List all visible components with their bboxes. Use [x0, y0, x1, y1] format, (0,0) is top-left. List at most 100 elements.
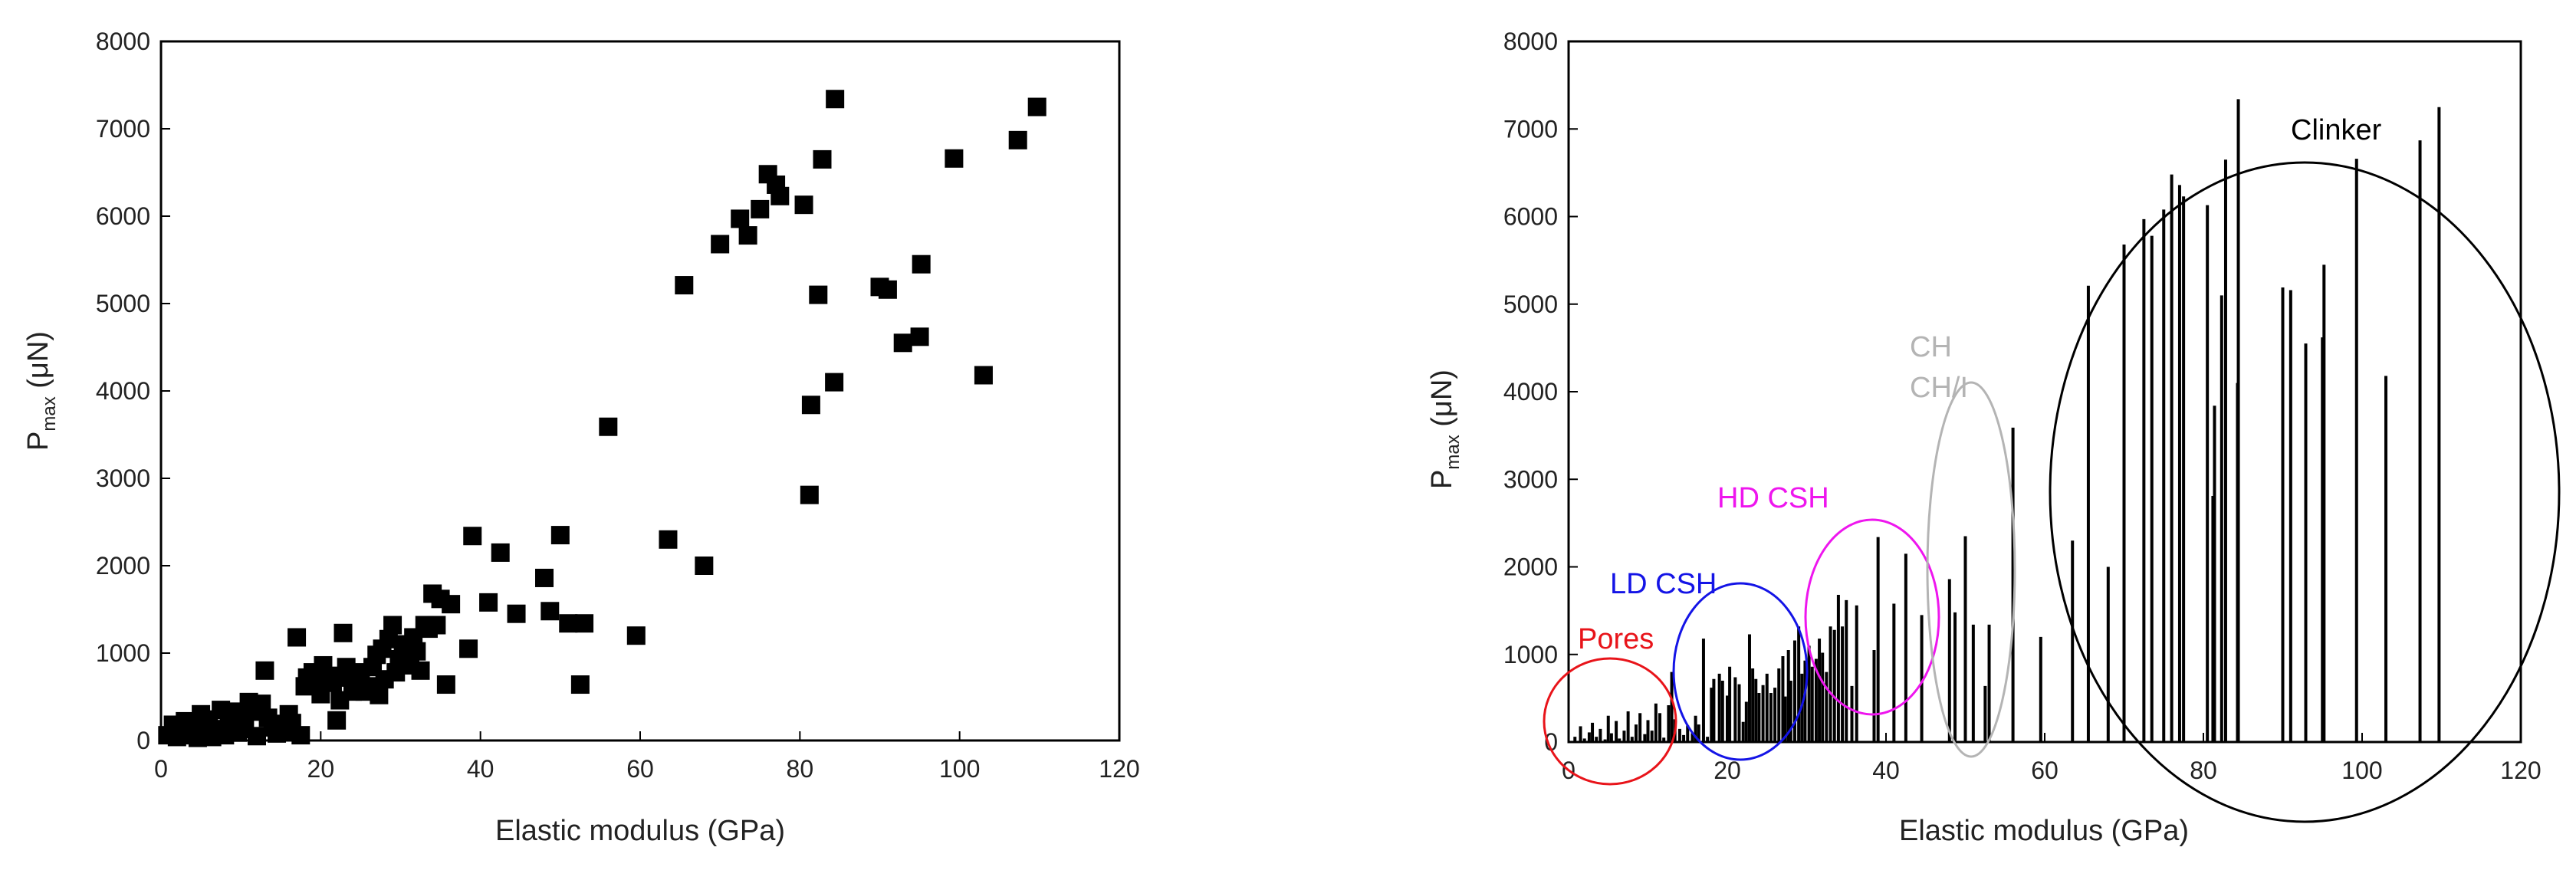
- pores-ellipse: [1543, 657, 1677, 786]
- x-axis-ticks: 0 20 40 60 80 100 120: [154, 731, 1140, 783]
- scatter-point: [800, 485, 819, 504]
- pores-label: Pores: [1578, 623, 1654, 655]
- y-axis-label: Pmax (μN): [1426, 369, 1464, 489]
- scatter-point: [825, 373, 844, 392]
- scatter-point: [751, 199, 770, 218]
- scatter-markers: [158, 90, 1046, 747]
- y-tick-label: 1000: [1503, 641, 1558, 668]
- y-axis-ticks: 0 1000 2000 3000 4000 5000 6000 7000 8000: [96, 28, 170, 754]
- y-tick-label: 2000: [96, 552, 150, 580]
- scatter-point: [770, 186, 790, 205]
- y-axis-label-unit: (μN): [1426, 369, 1458, 435]
- scatter-point: [626, 626, 646, 645]
- y-tick-label: 4000: [96, 377, 150, 405]
- y-axis-label-unit: (μN): [22, 331, 54, 396]
- scatter-point: [411, 661, 430, 680]
- x-tick-label: 100: [939, 755, 980, 783]
- scatter-point: [550, 526, 570, 545]
- scatter-point: [738, 226, 757, 245]
- y-tick-label: 6000: [96, 202, 150, 230]
- scatter-point: [945, 149, 964, 168]
- scatter-point: [575, 614, 594, 633]
- y-tick-label: 4000: [1503, 378, 1558, 406]
- scatter-point: [809, 285, 828, 304]
- ld-csh-ellipse: [1672, 582, 1809, 761]
- scatter-point: [327, 711, 347, 730]
- y-tick-label: 8000: [1503, 28, 1558, 55]
- y-axis-label-subscript: max: [1443, 435, 1464, 469]
- y-tick-label: 5000: [1503, 291, 1558, 318]
- scatter-point: [659, 530, 678, 549]
- y-axis-label-subscript: max: [39, 396, 60, 431]
- hd-csh-ellipse: [1804, 518, 1940, 716]
- scatter-point: [801, 396, 820, 415]
- clinker-label: Clinker: [2291, 114, 2382, 146]
- x-tick-label: 120: [1099, 755, 1139, 783]
- x-tick-label: 60: [626, 755, 654, 783]
- x-tick-label: 60: [2031, 757, 2058, 784]
- x-tick-label: 20: [1714, 757, 1741, 784]
- ch-label: CH: [1910, 331, 1952, 363]
- scatter-point: [912, 254, 931, 274]
- scatter-point: [323, 673, 342, 692]
- scatter-point: [463, 527, 482, 546]
- scatter-point: [878, 280, 897, 299]
- scatter-point: [255, 661, 274, 680]
- bar-panel: 0 20 40 60 80 100 120 0 1000 2000 3000 4000 5000 600…: [1426, 28, 2561, 847]
- x-tick-label: 80: [787, 755, 814, 783]
- y-tick-label: 3000: [96, 465, 150, 492]
- ch-ellipse: [1926, 381, 2016, 758]
- scatter-point: [479, 593, 498, 612]
- y-tick-label: 0: [136, 727, 150, 754]
- scatter-point: [910, 327, 929, 346]
- y-tick-label: 7000: [96, 115, 150, 143]
- scatter-point: [459, 639, 478, 658]
- x-tick-label: 120: [2500, 757, 2541, 784]
- scatter-point: [826, 90, 845, 109]
- hd-csh-label: HD CSH: [1717, 482, 1829, 514]
- x-tick-label: 40: [467, 755, 495, 783]
- y-tick-label: 8000: [96, 28, 150, 55]
- scatter-point: [491, 543, 510, 562]
- y-tick-label: 5000: [96, 290, 150, 317]
- scatter-point: [535, 568, 554, 587]
- plot-frame: [1567, 40, 2522, 744]
- y-tick-label: 0: [1544, 728, 1558, 756]
- bar-marks: [1573, 99, 2441, 742]
- scatter-point: [794, 195, 813, 215]
- scatter-point: [288, 628, 307, 647]
- y-tick-label: 2000: [1503, 553, 1558, 581]
- scatter-point: [427, 616, 446, 635]
- x-axis-ticks: 0 20 40 60 80 100 120: [1562, 733, 2542, 784]
- y-axis-label: Pmax (μN): [22, 331, 60, 451]
- y-tick-label: 3000: [1503, 465, 1558, 493]
- scatter-point: [675, 276, 694, 295]
- scatter-point: [813, 149, 832, 169]
- x-axis-label: Elastic modulus (GPa): [495, 815, 785, 847]
- x-tick-label: 40: [1872, 757, 1900, 784]
- x-tick-label: 0: [154, 755, 168, 783]
- scatter-point: [711, 235, 730, 254]
- y-tick-label: 6000: [1503, 203, 1558, 231]
- clinker-ellipse: [2049, 161, 2561, 823]
- scatter-point: [442, 595, 461, 614]
- scatter-point: [893, 333, 912, 353]
- x-tick-label: 100: [2341, 757, 2382, 784]
- scatter-point: [540, 602, 560, 621]
- scatter-point: [370, 685, 389, 704]
- scatter-point: [1027, 97, 1046, 117]
- x-tick-label: 80: [2190, 757, 2217, 784]
- scatter-panel: 0 20 40 60 80 100 120 0 1000 2000 3000 4000 5000 600…: [22, 28, 1140, 847]
- scatter-point: [599, 417, 618, 436]
- scatter-point: [731, 209, 750, 228]
- scatter-point: [559, 614, 578, 633]
- scatter-point: [507, 604, 526, 623]
- scatter-point: [436, 675, 455, 694]
- scatter-point: [334, 623, 353, 642]
- y-axis-ticks: 0 1000 2000 3000 4000 5000 6000 7000 8000: [1503, 28, 1578, 756]
- scatter-point: [974, 366, 993, 385]
- ld-csh-label: LD CSH: [1610, 568, 1717, 600]
- y-tick-label: 7000: [1503, 115, 1558, 143]
- y-axis-label-main: P: [1426, 470, 1458, 489]
